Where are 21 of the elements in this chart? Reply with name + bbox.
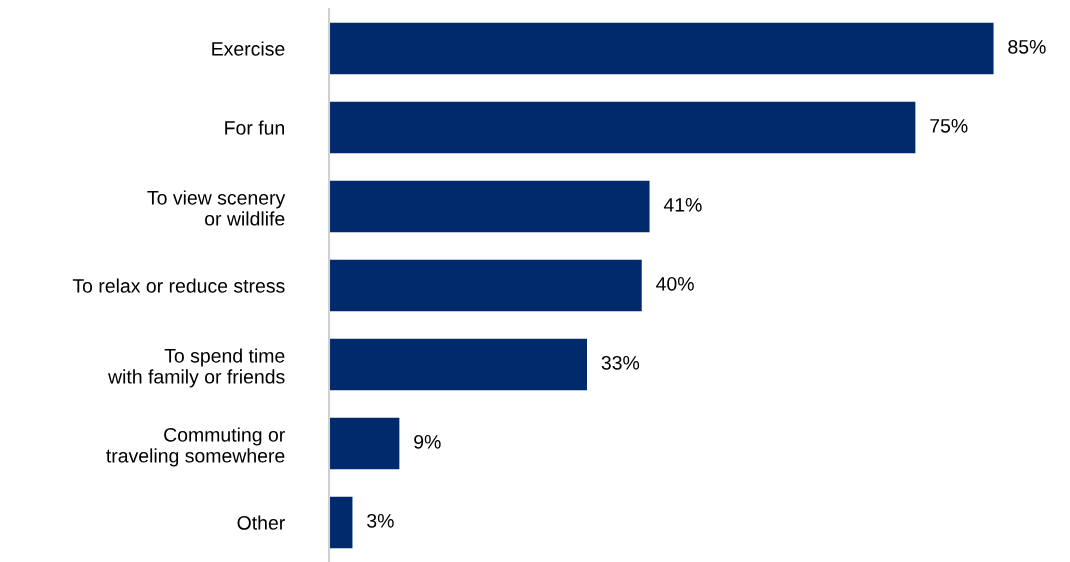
data-label: 9% bbox=[414, 434, 441, 449]
bar bbox=[329, 22, 994, 75]
y-tick-label: Commuting or traveling somewhere bbox=[106, 427, 285, 467]
bar bbox=[329, 101, 916, 154]
y-tick-label: To spend time with family or friends bbox=[108, 348, 285, 388]
y-tick-label: Other bbox=[237, 515, 285, 530]
bar bbox=[329, 338, 587, 391]
data-label: 3% bbox=[367, 513, 394, 528]
y-tick-label: To relax or reduce stress bbox=[72, 278, 285, 293]
data-label: 40% bbox=[656, 276, 694, 291]
bar bbox=[329, 180, 650, 233]
bar bbox=[329, 417, 400, 470]
data-label: 85% bbox=[1008, 39, 1046, 54]
data-label: 41% bbox=[663, 198, 702, 212]
y-tick-label: Exercise bbox=[212, 41, 285, 56]
data-label: 75% bbox=[930, 119, 968, 133]
bar bbox=[329, 259, 642, 312]
bar bbox=[329, 496, 353, 549]
y-tick-label: For fun bbox=[225, 120, 284, 135]
y-tick-label: To view scenery or wildlife bbox=[147, 190, 286, 226]
data-label: 33% bbox=[601, 355, 640, 370]
